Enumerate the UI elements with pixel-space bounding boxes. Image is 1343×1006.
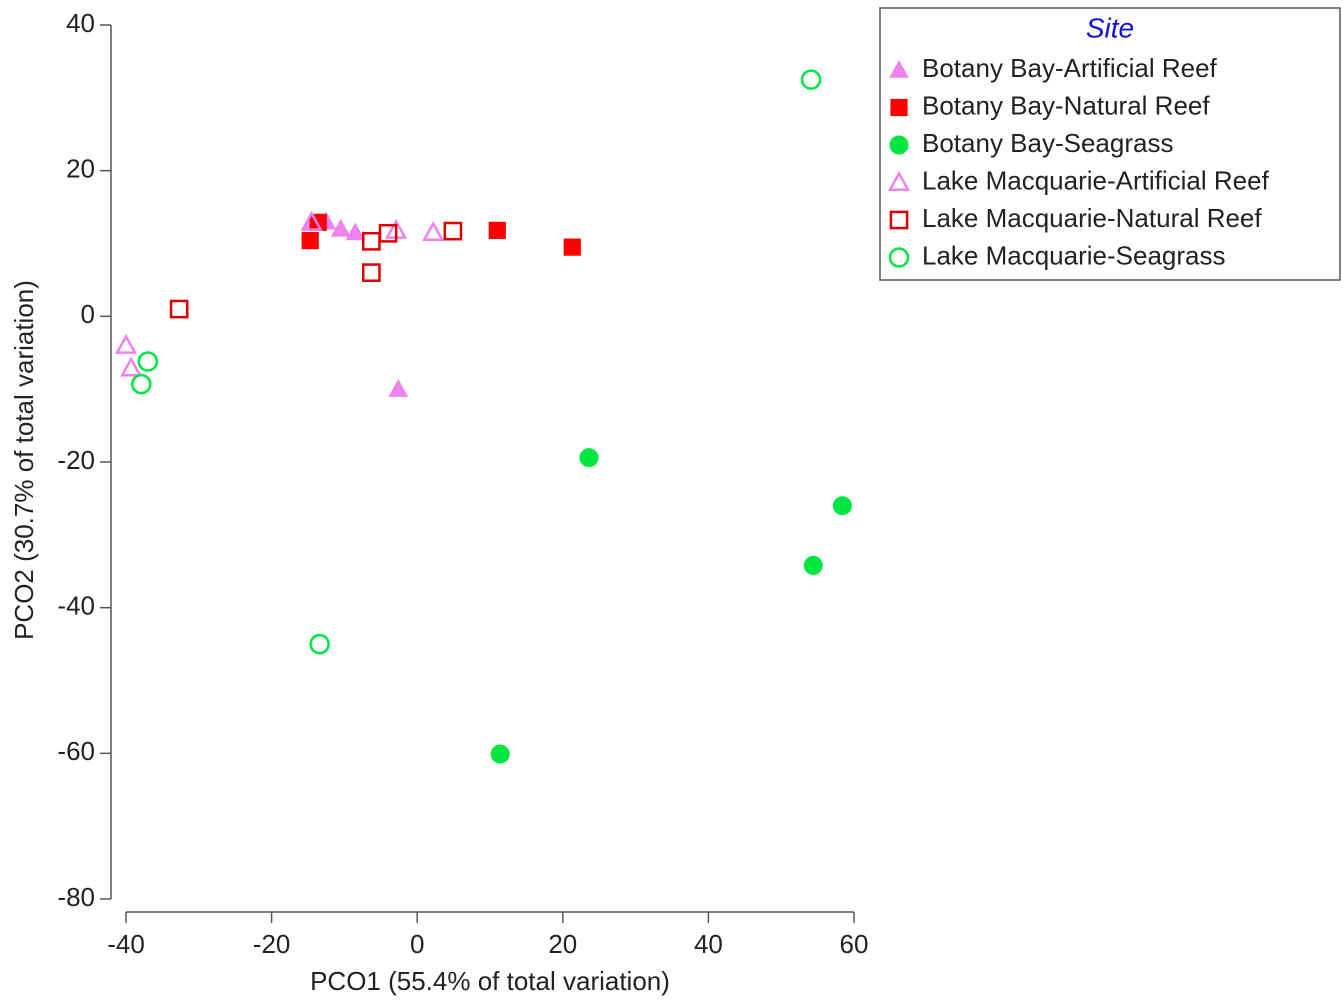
legend-marker — [889, 59, 909, 78]
legend-label: Lake Macquarie-Artificial Reef — [922, 165, 1270, 195]
point — [490, 744, 510, 764]
point — [803, 555, 823, 575]
y-tick-label: 0 — [81, 299, 95, 329]
point — [301, 231, 319, 250]
point — [579, 448, 599, 468]
y-tick-label: -60 — [57, 736, 95, 766]
point — [131, 373, 152, 395]
legend-marker — [888, 247, 910, 268]
point — [114, 333, 138, 354]
point — [345, 222, 366, 241]
legend-title: Site — [1086, 12, 1134, 43]
point — [488, 221, 506, 239]
point — [800, 69, 822, 90]
legend-label: Botany Bay-Natural Reef — [922, 90, 1210, 120]
point — [422, 221, 445, 242]
point — [361, 231, 381, 251]
legend-marker — [890, 98, 908, 117]
point — [330, 218, 351, 237]
point — [309, 633, 330, 655]
x-tick-label: -20 — [253, 929, 291, 959]
point — [137, 351, 159, 372]
x-tick-label: 0 — [410, 929, 424, 959]
x-tick-label: 20 — [548, 929, 577, 959]
point — [169, 299, 189, 319]
legend-label: Botany Bay-Artificial Reef — [922, 53, 1218, 83]
y-tick-label: 20 — [66, 154, 95, 184]
y-tick-label: -20 — [57, 445, 95, 475]
point — [832, 496, 852, 516]
x-axis-label: PCO1 (55.4% of total variation) — [310, 966, 670, 996]
legend-label: Botany Bay-Seagrass — [922, 128, 1173, 158]
point — [443, 221, 463, 241]
point — [361, 263, 381, 282]
legend-marker — [889, 135, 909, 155]
x-tick-label: 40 — [694, 929, 723, 959]
legend-label: Lake Macquarie-Natural Reef — [922, 203, 1262, 233]
point — [563, 238, 581, 256]
y-tick-label: 40 — [66, 8, 95, 38]
y-axis-label: PCO2 (30.7% of total variation) — [9, 280, 39, 640]
point — [119, 356, 143, 377]
x-tick-label: -40 — [107, 929, 145, 959]
legend-marker — [887, 170, 911, 191]
point — [388, 379, 409, 397]
point — [300, 210, 323, 231]
legend-marker — [889, 210, 909, 230]
point — [378, 223, 398, 243]
x-tick-label: 60 — [840, 929, 869, 959]
y-tick-label: -80 — [57, 882, 95, 912]
legend-label: Lake Macquarie-Seagrass — [922, 240, 1226, 270]
legend-box — [879, 7, 1341, 281]
y-tick-label: -40 — [57, 591, 95, 621]
